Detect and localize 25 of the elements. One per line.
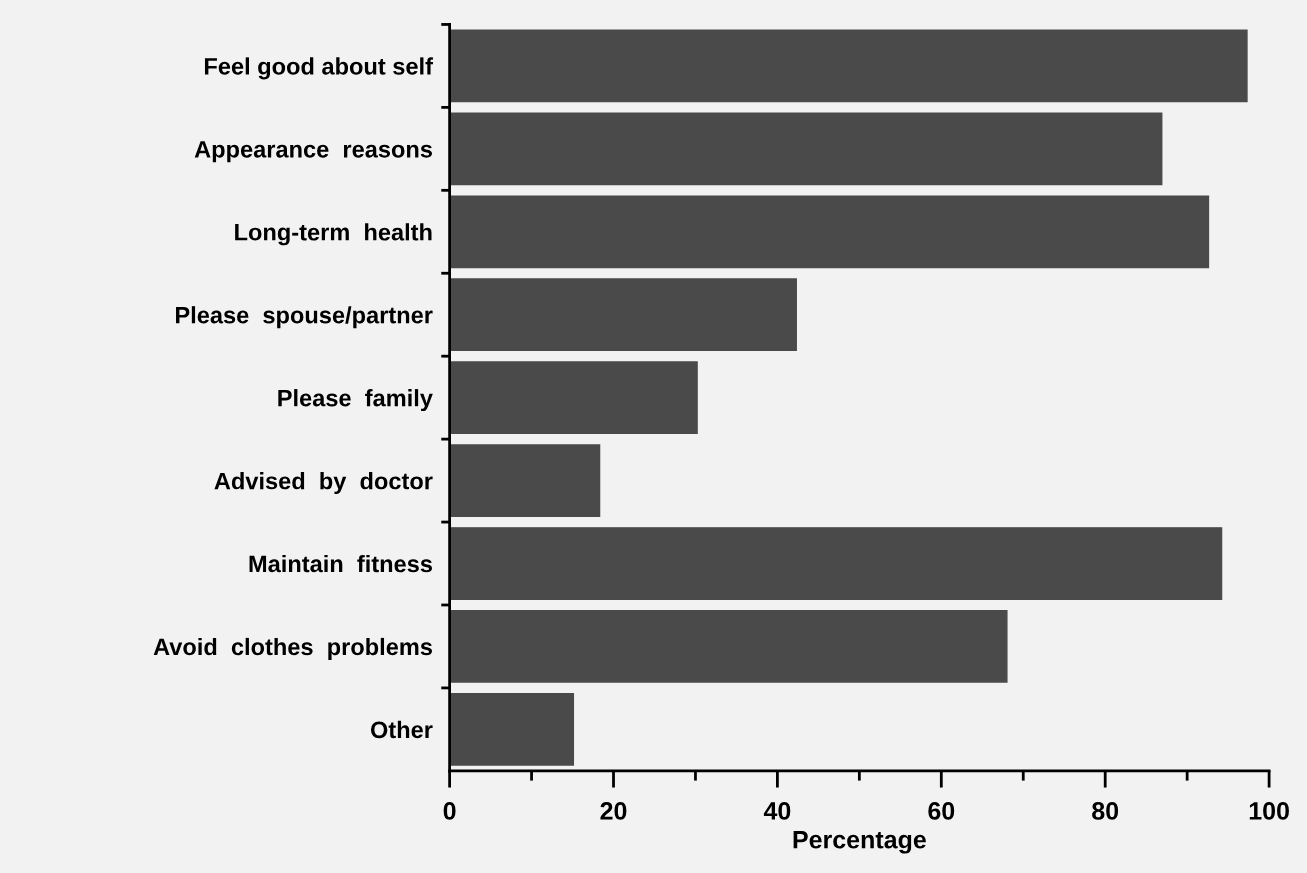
y-tick-label: Appearance reasons <box>194 141 432 163</box>
bar <box>449 693 575 766</box>
x-tick-label: 20 <box>600 802 627 820</box>
x-tick-label: 60 <box>928 802 955 820</box>
y-tick-label: Other <box>370 720 433 739</box>
bar <box>449 444 601 517</box>
y-tick-label: Maintain fitness <box>249 554 432 573</box>
y-tick-label: Please spouse/partner <box>176 306 433 329</box>
bar <box>449 195 1210 269</box>
x-tick-label: 0 <box>443 802 456 820</box>
x-tick-label: 100 <box>1249 802 1289 820</box>
bar <box>449 610 1008 683</box>
x-tick-label: 80 <box>1092 802 1119 820</box>
x-tick-label: 40 <box>763 802 791 820</box>
y-tick-label: Avoid clothes problems <box>153 637 432 660</box>
y-tick-label: Please family <box>278 389 433 412</box>
bar <box>449 112 1163 186</box>
bar <box>449 278 797 352</box>
bar <box>449 29 1248 103</box>
y-tick-label: Long-term health <box>235 223 432 246</box>
x-axis-title: Percentage <box>793 831 926 854</box>
y-tick-label: Advised by doctor <box>214 472 433 495</box>
bar <box>449 361 698 435</box>
y-tick-label: Feel good about self <box>204 57 434 80</box>
bar <box>449 527 1223 600</box>
